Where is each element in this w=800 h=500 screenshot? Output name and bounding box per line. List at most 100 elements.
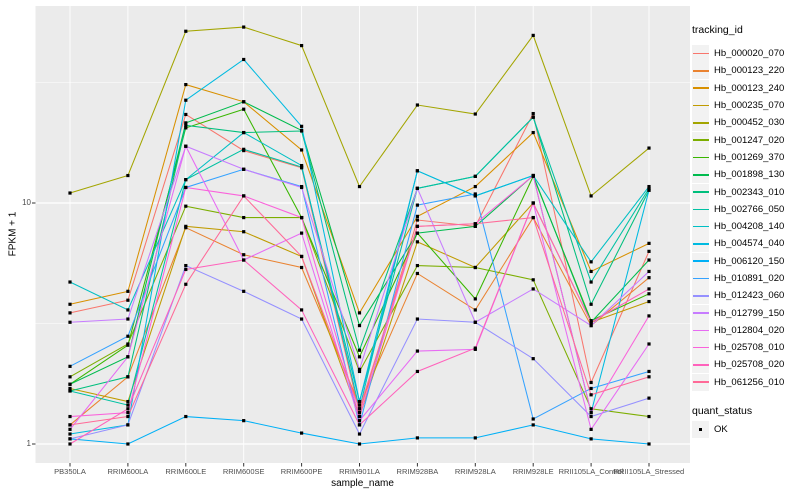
data-point bbox=[415, 169, 419, 173]
legend-item: Hb_025708_020 bbox=[692, 356, 798, 374]
legend-item: Hb_006120_150 bbox=[692, 252, 798, 270]
data-point bbox=[357, 419, 362, 423]
legend-item: Hb_001269_370 bbox=[692, 148, 798, 166]
legend-key-line-icon bbox=[692, 114, 709, 132]
data-point bbox=[647, 292, 651, 296]
color-line-marker bbox=[692, 70, 709, 72]
color-line-marker bbox=[692, 122, 709, 124]
data-point bbox=[68, 414, 72, 419]
color-line-marker bbox=[692, 346, 709, 349]
data-point bbox=[126, 423, 130, 427]
data-point bbox=[531, 130, 535, 135]
data-point bbox=[357, 323, 362, 328]
data-point bbox=[589, 320, 593, 324]
data-point bbox=[647, 258, 651, 262]
data-point bbox=[647, 414, 651, 419]
legend-item: Hb_012804_020 bbox=[692, 321, 798, 339]
legend-key-line-icon bbox=[692, 183, 709, 201]
x-axis-title: sample_name bbox=[331, 478, 394, 489]
x-tick-label: PB350LA bbox=[54, 467, 86, 476]
legend-key-line-icon bbox=[692, 373, 709, 391]
data-point bbox=[357, 184, 362, 189]
legend-item: Hb_000235_070 bbox=[692, 97, 798, 115]
color-line-marker bbox=[692, 173, 709, 176]
data-point bbox=[415, 103, 419, 107]
data-point bbox=[531, 201, 535, 205]
data-point bbox=[126, 298, 130, 302]
color-line-marker bbox=[692, 156, 709, 159]
data-point bbox=[242, 57, 246, 62]
data-point bbox=[300, 254, 304, 259]
data-point bbox=[647, 375, 651, 379]
data-point bbox=[473, 224, 477, 228]
data-point bbox=[473, 194, 477, 198]
x-tick-label: RRIM901LA bbox=[339, 467, 380, 476]
legend-item-label: Hb_002766_050 bbox=[714, 203, 785, 215]
data-point bbox=[473, 436, 477, 440]
x-tick-label: RRIM600PE bbox=[280, 467, 323, 476]
legend-item: Hb_002766_050 bbox=[692, 200, 798, 218]
data-point bbox=[647, 314, 651, 318]
data-point bbox=[415, 214, 419, 218]
legend-title-quant-status: quant_status bbox=[692, 404, 753, 417]
data-point bbox=[242, 167, 246, 171]
data-point bbox=[415, 231, 419, 235]
data-point bbox=[68, 375, 72, 379]
data-point bbox=[647, 146, 651, 150]
data-point bbox=[184, 185, 188, 190]
data-point bbox=[357, 311, 362, 315]
data-point bbox=[68, 382, 72, 386]
data-point bbox=[589, 302, 593, 306]
data-point bbox=[415, 203, 419, 207]
data-point bbox=[68, 280, 72, 284]
data-point bbox=[357, 407, 362, 411]
data-point bbox=[300, 124, 304, 128]
data-point bbox=[647, 442, 651, 446]
data-point bbox=[473, 346, 477, 350]
data-point bbox=[184, 126, 188, 130]
data-point bbox=[531, 215, 535, 220]
data-point bbox=[126, 399, 130, 404]
legend-item-label: Hb_012423_060 bbox=[714, 290, 785, 302]
data-point bbox=[589, 386, 593, 391]
data-point bbox=[589, 410, 593, 415]
data-point bbox=[300, 317, 304, 321]
data-point bbox=[589, 427, 593, 431]
data-point bbox=[68, 423, 72, 427]
data-point bbox=[242, 230, 246, 234]
legend-item-label: Hb_001247_020 bbox=[714, 134, 785, 146]
x-tick-label: RRII105LA_Control bbox=[558, 467, 624, 476]
legend-item: Hb_000123_220 bbox=[692, 62, 798, 80]
data-point bbox=[473, 297, 477, 301]
data-point bbox=[647, 269, 651, 274]
legend-key-line-icon bbox=[692, 200, 709, 218]
legend-item-label: Hb_000020_070 bbox=[714, 48, 785, 60]
legend-item-label: OK bbox=[714, 424, 728, 436]
legend-item-label: Hb_000123_240 bbox=[714, 82, 785, 94]
data-point bbox=[531, 278, 535, 282]
legend: tracking_id Hb_000020_070 Hb_000123_220 Hb… bbox=[692, 24, 798, 439]
data-point bbox=[415, 271, 419, 276]
data-point bbox=[357, 348, 362, 352]
x-tick-label: RRIM928BA bbox=[396, 467, 439, 476]
data-point bbox=[300, 265, 304, 270]
data-point bbox=[126, 308, 130, 312]
data-point bbox=[531, 417, 535, 421]
legend-key-line-icon bbox=[692, 252, 709, 270]
x-tick-label: RRIM600LE bbox=[165, 467, 207, 476]
legend-key-line-icon bbox=[692, 218, 709, 236]
data-point bbox=[473, 112, 477, 116]
data-point bbox=[415, 369, 419, 374]
data-point bbox=[300, 308, 304, 312]
data-point bbox=[300, 43, 304, 48]
data-point bbox=[242, 289, 246, 293]
data-point bbox=[589, 194, 593, 198]
data-point bbox=[126, 343, 130, 347]
data-point bbox=[357, 399, 362, 404]
data-point bbox=[531, 423, 535, 427]
color-line-marker bbox=[692, 312, 709, 314]
data-point bbox=[126, 289, 130, 293]
legend-key-line-icon bbox=[692, 304, 709, 322]
data-point bbox=[357, 423, 362, 427]
data-point bbox=[647, 186, 651, 190]
